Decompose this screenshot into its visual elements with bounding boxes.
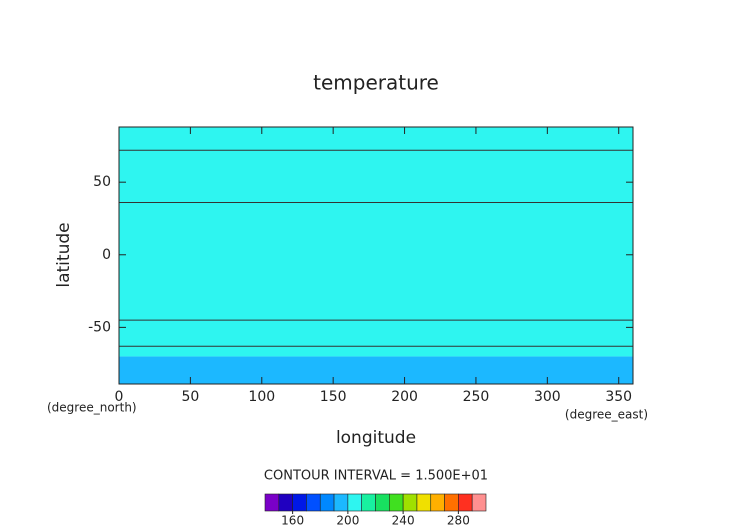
colorbar-box	[319, 493, 335, 512]
x-tick-label: 100	[248, 389, 275, 405]
colorbar-box	[458, 493, 473, 512]
x-tick-label: 250	[463, 389, 490, 405]
colorbar-box	[347, 493, 362, 512]
colorbar-box	[361, 493, 376, 512]
colorbar-box	[402, 493, 418, 512]
colorbar-box	[416, 493, 432, 512]
colorbar-tick-label: 240	[392, 514, 415, 528]
y-tick-label: -50	[88, 319, 111, 335]
colorbar-box	[306, 493, 321, 512]
x-axis-label: longitude	[336, 428, 416, 448]
x-tick-label: 150	[320, 389, 347, 405]
fill-band	[119, 127, 633, 357]
colorbar-box	[264, 493, 280, 512]
fill-band	[119, 356, 633, 384]
y-tick-label: 50	[93, 174, 111, 190]
x-unit: (degree_east)	[565, 408, 648, 422]
colorbar-box	[389, 493, 404, 512]
colorbar-tick-label: 200	[336, 514, 359, 528]
x-tick-label: 350	[605, 389, 632, 405]
colorbar-box	[430, 493, 445, 512]
colorbar-box	[471, 493, 487, 512]
colorbar-tick-label: 280	[447, 514, 470, 528]
colorbar-box	[333, 493, 349, 512]
x-tick-label: 50	[181, 389, 199, 405]
x-tick-label: 200	[391, 389, 418, 405]
y-tick-label: 0	[102, 247, 111, 263]
colorbar-tick-label: 160	[281, 514, 304, 528]
colorbar-box	[278, 493, 293, 512]
x-tick-label: 0	[115, 389, 124, 405]
colorbar-box	[444, 493, 459, 512]
contour-interval: CONTOUR INTERVAL = 1.500E+01	[264, 469, 488, 484]
plot-frame	[118, 126, 634, 385]
x-tick-label: 300	[534, 389, 561, 405]
chart-title: temperature	[313, 71, 439, 95]
colorbar-box	[375, 493, 390, 512]
y-axis-label: latitude	[54, 222, 74, 287]
colorbar-box	[292, 493, 307, 512]
y-unit: (degree_north)	[47, 401, 137, 415]
